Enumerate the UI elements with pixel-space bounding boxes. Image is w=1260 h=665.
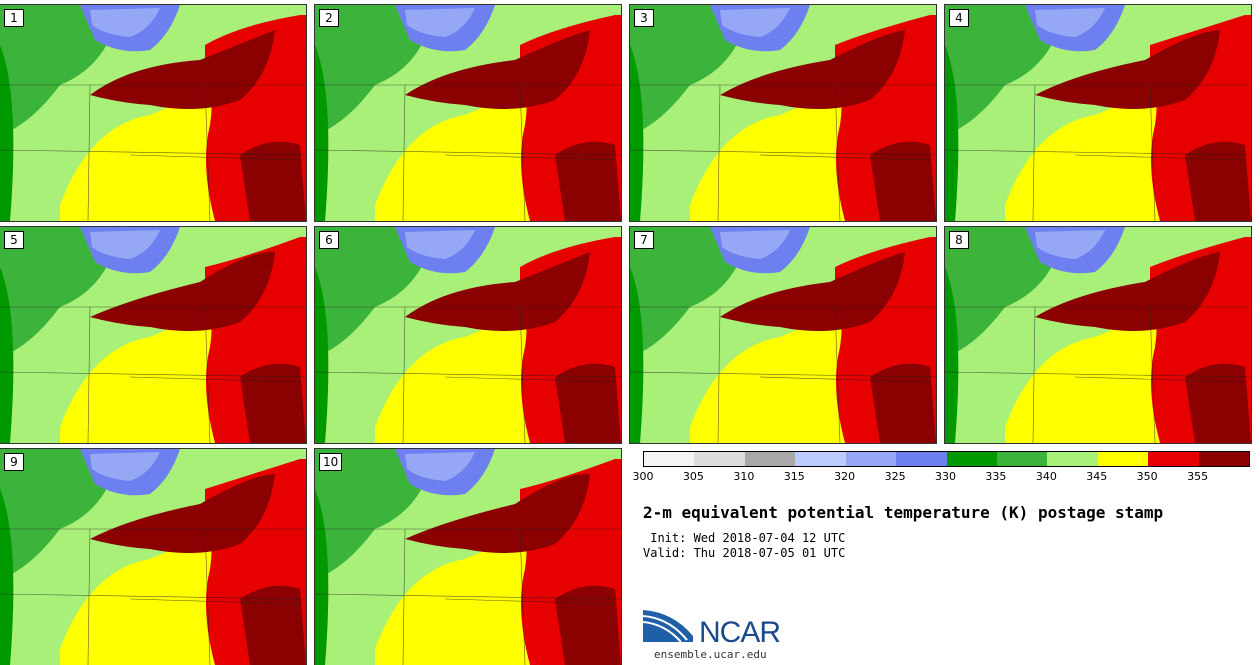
map-panel: 6 xyxy=(314,226,622,444)
colorbar-cell xyxy=(644,452,695,466)
valid-time: Valid: Thu 2018-07-05 01 UTC xyxy=(643,546,846,560)
panel-label: 10 xyxy=(319,453,343,471)
panel-label: 3 xyxy=(634,9,654,27)
panel-label: 2 xyxy=(319,9,339,27)
colorbar-cell xyxy=(1047,452,1098,466)
colorbar-tick-label: 345 xyxy=(1086,470,1108,483)
site-url: ensemble.ucar.edu xyxy=(654,648,767,661)
figure-title: 2-m equivalent potential temperature (K)… xyxy=(643,503,1164,522)
map-panel: 1 xyxy=(0,4,307,222)
map-panel: 9 xyxy=(0,448,307,665)
map-panel: 5 xyxy=(0,226,307,444)
colorbar-cell xyxy=(744,452,796,466)
colorbar-tick-label: 330 xyxy=(935,470,956,483)
colorbar-cell xyxy=(896,452,947,466)
init-time: Init: Wed 2018-07-04 12 UTC xyxy=(643,531,846,545)
colorbar-tick-label: 355 xyxy=(1187,470,1209,483)
time-info: Init: Wed 2018-07-04 12 UTC Valid: Thu 2… xyxy=(643,531,845,561)
colorbar-cell xyxy=(1148,452,1199,466)
map-panel: 2 xyxy=(314,4,622,222)
colorbar-cell xyxy=(694,452,745,466)
colorbar-cell xyxy=(1198,452,1250,466)
colorbar-tick-label: 335 xyxy=(985,470,1007,483)
colorbar-tick-label: 300 xyxy=(632,470,654,483)
map-panel: 3 xyxy=(629,4,937,222)
colorbar-tick-label: 315 xyxy=(783,470,805,483)
colorbar-tick-labels: 300 305 310 315 320 325 330 335 340 345 350 355 xyxy=(633,470,1260,484)
panel-label: 5 xyxy=(4,231,24,249)
colorbar-cell xyxy=(946,452,997,466)
colorbar-tick-label: 340 xyxy=(1035,470,1057,483)
panel-label: 4 xyxy=(949,9,969,27)
logo-text: NCAR xyxy=(699,616,781,649)
panel-label: 6 xyxy=(319,231,339,249)
colorbar-tick-label: 350 xyxy=(1136,470,1158,483)
panel-label: 7 xyxy=(634,231,654,249)
map-panel: 10 xyxy=(314,448,622,665)
ncar-logo-icon xyxy=(643,610,693,643)
colorbar-tick-label: 325 xyxy=(884,470,906,483)
colorbar xyxy=(643,451,1250,467)
colorbar-tick-label: 310 xyxy=(733,470,755,483)
panel-label: 1 xyxy=(4,9,24,27)
colorbar-cell xyxy=(1097,452,1149,466)
colorbar-tick-label: 305 xyxy=(682,470,704,483)
map-panel: 7 xyxy=(629,226,937,444)
panel-label: 9 xyxy=(4,453,24,471)
colorbar-cell xyxy=(795,452,846,466)
colorbar-tick-label: 320 xyxy=(834,470,856,483)
colorbar-cell xyxy=(996,452,1048,466)
panel-label: 8 xyxy=(949,231,969,249)
map-panel: 8 xyxy=(944,226,1252,444)
colorbar-cell xyxy=(845,452,897,466)
map-panel: 4 xyxy=(944,4,1252,222)
